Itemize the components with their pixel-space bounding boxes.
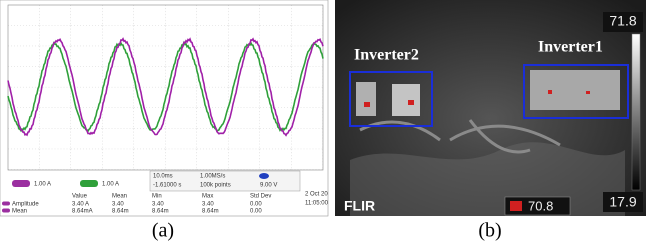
hotspot: [548, 90, 552, 94]
trigger-badge: [259, 173, 269, 179]
scope-panel: 1.00 A 1.00 A 10.0ms 1.00MS/s -1.61000 s…: [0, 0, 329, 216]
hotspot: [586, 91, 590, 94]
acq-value: -1.61000 s: [153, 183, 181, 189]
caption: (a): [152, 220, 174, 241]
table-cell: Amplitude: [12, 202, 39, 208]
module: [356, 82, 376, 116]
module: [392, 84, 420, 116]
channel-scale: 1.00 A: [34, 182, 51, 188]
hotspot: [408, 100, 414, 105]
table-cell: 3.40: [152, 202, 164, 208]
scale-min: 17.9: [609, 194, 636, 210]
brand: FLIR: [344, 198, 375, 214]
table-cell: 3.40: [202, 202, 214, 208]
scope-grid: [8, 5, 323, 170]
table-cell: Mean: [12, 209, 27, 215]
color-scale: [632, 34, 640, 190]
spot-icon: [510, 201, 522, 211]
table-cell: 0.00: [250, 202, 262, 208]
module: [530, 70, 620, 110]
table-header: Value: [72, 194, 88, 200]
ch-badge: [12, 180, 30, 187]
row-badge: [2, 209, 10, 213]
table-cell: 3.40: [112, 202, 124, 208]
spot-value: 70.8: [528, 198, 553, 213]
figure: 1.00 A 1.00 A 10.0ms 1.00MS/s -1.61000 s…: [0, 0, 646, 241]
region-label: Inverter1: [538, 39, 603, 56]
acq-value: 10.0ms: [153, 174, 173, 180]
table-cell: 8.64m: [152, 209, 169, 215]
table-header: Max: [202, 194, 213, 200]
table-cell: 8.64m: [202, 209, 219, 215]
region-label: Inverter2: [354, 47, 419, 64]
table-cell: 8.64mA: [72, 209, 93, 215]
acq-value: 100k points: [200, 183, 231, 189]
table-header: Min: [152, 194, 162, 200]
scale-max: 71.8: [609, 13, 636, 29]
table-cell: 8.64m: [112, 209, 129, 215]
acq-value: 1.00MS/s: [200, 174, 225, 180]
table-header: Mean: [112, 194, 127, 200]
caption: (b): [478, 220, 501, 241]
table-cell: 0.00: [250, 209, 262, 215]
table-cell: 3.40 A: [72, 202, 89, 208]
row-badge: [2, 202, 10, 206]
hotspot: [364, 102, 370, 107]
ch-badge: [80, 180, 98, 187]
thermal-panel: Inverter2 Inverter1 71.8 17.9 FLIR 70.8: [335, 0, 646, 216]
table-header: Std Dev: [250, 194, 271, 200]
time: 11:05:00: [305, 201, 329, 207]
acq-value: 9.00 V: [260, 183, 277, 189]
channel-scale: 1.00 A: [102, 182, 119, 188]
date: 2 Oct 20: [305, 192, 328, 198]
